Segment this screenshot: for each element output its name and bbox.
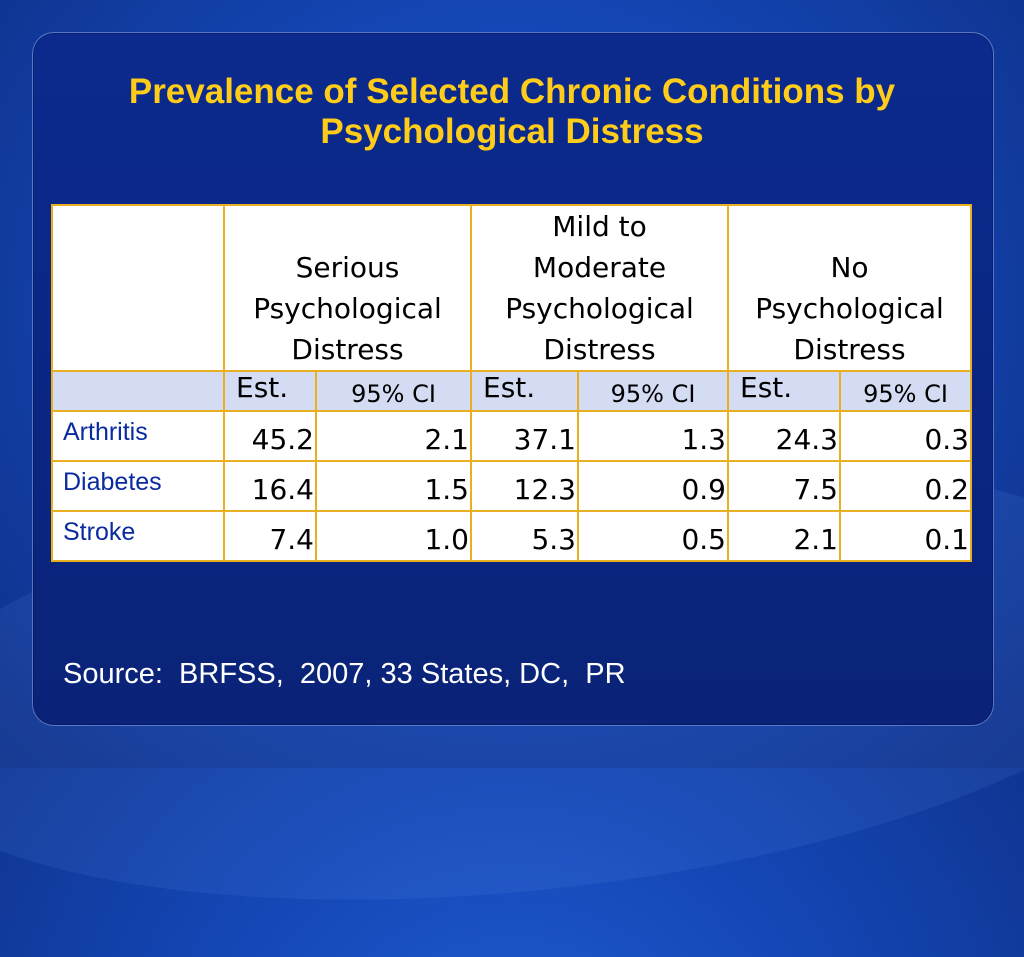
cell-value: 0.1 — [839, 510, 972, 562]
cell-value: 0.3 — [839, 410, 972, 462]
slide-title: Prevalence of Selected Chronic Condition… — [40, 72, 984, 152]
group-header-line: No — [830, 251, 869, 284]
cell-value: 1.5 — [315, 460, 472, 512]
group-header-line: Moderate — [532, 251, 667, 284]
group-header-line: Distress — [291, 333, 404, 366]
group-header-line: Psychological — [505, 292, 694, 325]
group-header-serious: Serious Psychological Distress — [223, 204, 472, 372]
source-note: Source: BRFSS, 2007, 33 States, DC, PR — [63, 658, 626, 690]
group-header-line: Distress — [543, 333, 656, 366]
table-row-stroke: Stroke 7.4 1.0 5.3 0.5 2.1 0.1 — [51, 510, 972, 562]
group-header-line: Psychological — [755, 292, 944, 325]
group-header-line: Serious — [295, 251, 400, 284]
subheader-ci: 95% CI — [315, 370, 472, 412]
group-header-mild-moderate: Mild to Moderate Psychological Distress — [470, 204, 729, 372]
cell-value: 0.2 — [839, 460, 972, 512]
subheader-est: Est. — [223, 370, 317, 412]
row-label: Diabetes — [51, 460, 225, 512]
table-row-diabetes: Diabetes 16.4 1.5 12.3 0.9 7.5 0.2 — [51, 460, 972, 512]
group-header-line: Mild to — [552, 210, 647, 243]
cell-value: 2.1 — [727, 510, 841, 562]
subheader-ci: 95% CI — [577, 370, 729, 412]
cell-value: 16.4 — [223, 460, 317, 512]
group-header-line: Distress — [793, 333, 906, 366]
cell-value: 0.5 — [577, 510, 729, 562]
header-empty-cell — [51, 204, 225, 372]
group-header-none: No Psychological Distress — [727, 204, 972, 372]
cell-value: 45.2 — [223, 410, 317, 462]
cell-value: 37.1 — [470, 410, 579, 462]
cell-value: 0.9 — [577, 460, 729, 512]
cell-value: 1.3 — [577, 410, 729, 462]
group-header-line: Psychological — [253, 292, 442, 325]
subheader-row: Est. 95% CI Est. 95% CI Est. 95% CI — [51, 370, 972, 412]
group-header-row: Serious Psychological Distress Mild to M… — [51, 204, 972, 372]
prevalence-table: Serious Psychological Distress Mild to M… — [51, 204, 972, 562]
cell-value: 12.3 — [470, 460, 579, 512]
title-line-2: Psychological Distress — [320, 112, 704, 151]
subheader-est: Est. — [727, 370, 841, 412]
cell-value: 2.1 — [315, 410, 472, 462]
subheader-empty-cell — [51, 370, 225, 412]
cell-value: 7.5 — [727, 460, 841, 512]
cell-value: 1.0 — [315, 510, 472, 562]
subheader-ci: 95% CI — [839, 370, 972, 412]
row-label: Arthritis — [51, 410, 225, 462]
cell-value: 24.3 — [727, 410, 841, 462]
table-row-arthritis: Arthritis 45.2 2.1 37.1 1.3 24.3 0.3 — [51, 410, 972, 462]
cell-value: 5.3 — [470, 510, 579, 562]
row-label: Stroke — [51, 510, 225, 562]
subheader-est: Est. — [470, 370, 579, 412]
title-line-1: Prevalence of Selected Chronic Condition… — [128, 72, 896, 111]
cell-value: 7.4 — [223, 510, 317, 562]
